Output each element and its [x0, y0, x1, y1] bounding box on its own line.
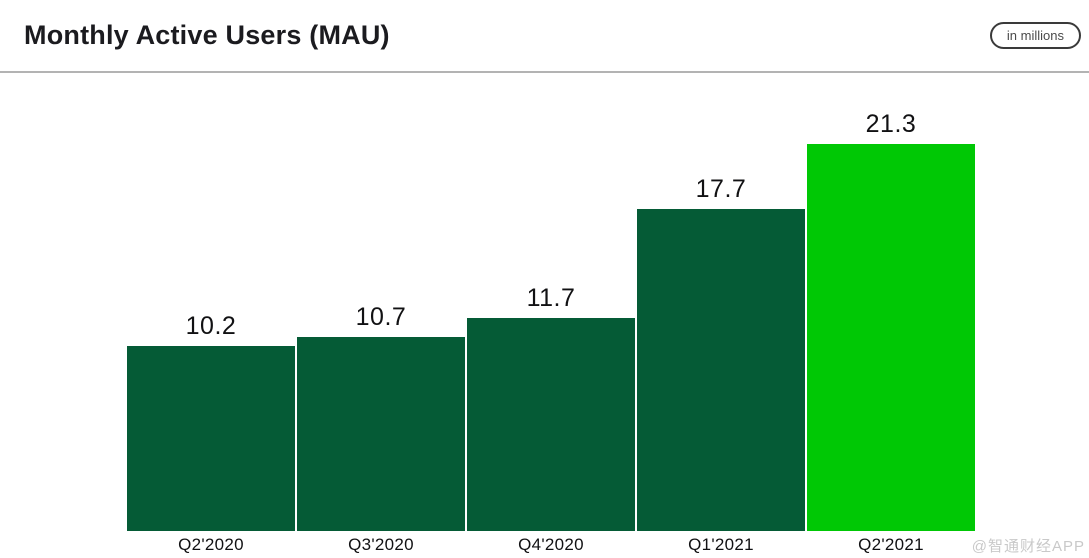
bar-category-label: Q3'2020 [348, 535, 414, 554]
bar-category-label: Q2'2020 [178, 535, 244, 554]
bar-group: 10.2 Q2'2020 [127, 103, 295, 558]
bar-group: 17.7 Q1'2021 [637, 103, 805, 558]
bar-group: 21.3 Q2'2021 [807, 103, 975, 558]
bar [297, 337, 465, 531]
bar [467, 318, 635, 531]
bar-group: 11.7 Q4'2020 [467, 103, 635, 558]
bar-chart: 10.2 Q2'2020 10.7 Q3'2020 11.7 Q4'2020 17.7 Q1'… [127, 103, 975, 558]
bar-value-label: 10.2 [185, 312, 237, 340]
units-badge: in millions [989, 22, 1081, 49]
watermark: @智通财经APP [971, 538, 1085, 555]
bar-value-label: 11.7 [526, 284, 576, 312]
bar-value-label: 10.7 [355, 303, 407, 331]
bar [807, 144, 975, 531]
page-title: Monthly Active Users (MAU) [24, 20, 390, 50]
bar [637, 209, 805, 531]
chart-header: Monthly Active Users (MAU) in millions [0, 0, 1089, 71]
bar-category-label: Q2'2021 [858, 535, 924, 554]
bar-value-label: 17.7 [695, 175, 747, 203]
bar-category-label: Q4'2020 [518, 535, 584, 554]
header-divider [0, 71, 1089, 73]
bar-category-label: Q1'2021 [688, 535, 754, 554]
bar-value-label: 21.3 [865, 110, 917, 138]
bar [127, 346, 295, 531]
bar-group: 10.7 Q3'2020 [297, 103, 465, 558]
